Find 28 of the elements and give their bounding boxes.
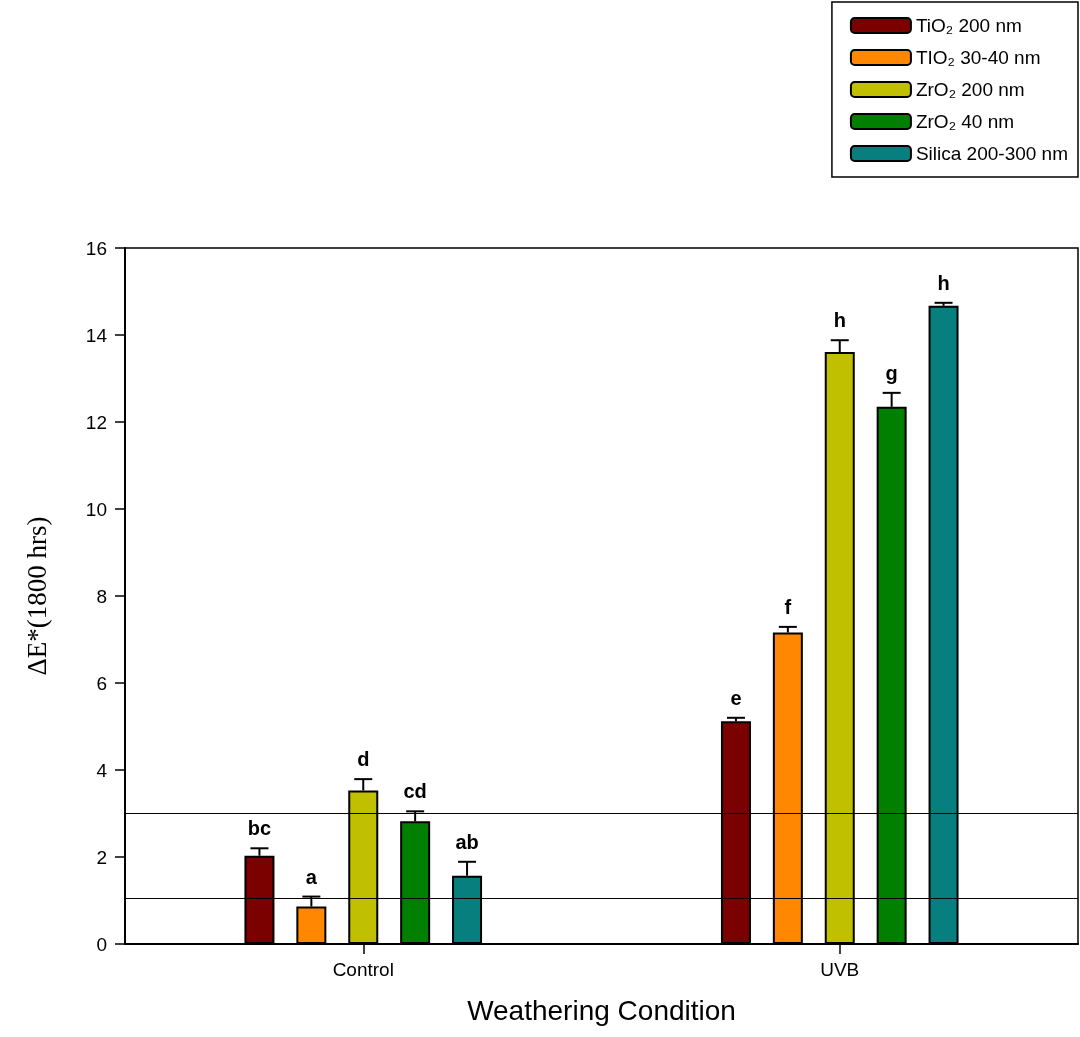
x-axis-title: Weathering Condition: [467, 994, 736, 1026]
legend-label: ZrO₂ 40 nm: [915, 111, 1015, 132]
legend-label: ZrO₂ 200 nm: [915, 79, 1025, 100]
data-label: bc: [247, 817, 272, 840]
x-tick-label: UVB: [820, 959, 860, 980]
data-label: d: [357, 748, 370, 771]
y-tick-label: 16: [85, 237, 107, 259]
data-label: e: [730, 686, 742, 709]
data-label: ab: [455, 830, 479, 853]
x-tick-label: Control: [332, 959, 394, 980]
data-label: g: [885, 361, 898, 384]
y-tick-label: 8: [96, 585, 107, 607]
y-tick-label: 12: [85, 411, 107, 433]
y-axis-title: ΔE*(1800 hrs): [21, 516, 52, 676]
data-label: h: [937, 271, 950, 294]
legend-label: TIO₂ 30-40 nm: [915, 47, 1041, 68]
legend-label: Silica 200-300 nm: [915, 143, 1069, 164]
y-tick-label: 2: [96, 846, 107, 868]
y-tick-label: 4: [96, 759, 108, 781]
y-tick-label: 14: [85, 324, 108, 346]
y-tick-label: 0: [96, 933, 107, 955]
data-label: a: [305, 865, 318, 888]
legend-label: TiO₂ 200 nm: [915, 15, 1022, 36]
y-tick-label: 6: [96, 672, 107, 694]
data-label: cd: [403, 780, 427, 803]
data-label: f: [784, 595, 792, 618]
data-label: h: [833, 309, 846, 332]
y-tick-label: 10: [85, 498, 107, 520]
